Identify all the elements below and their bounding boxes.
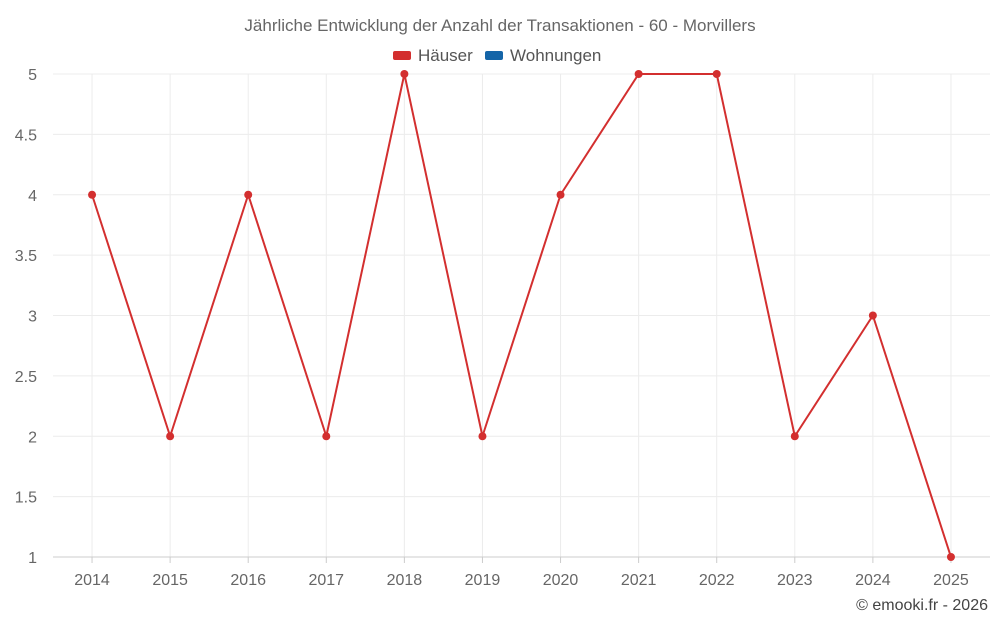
x-tick-label: 2022: [699, 572, 735, 589]
credit-text: © emooki.fr - 2026: [856, 597, 988, 614]
x-tick-label: 2015: [152, 572, 188, 589]
x-tick-label: 2023: [777, 572, 813, 589]
legend: Häuser Wohnungen: [393, 46, 601, 65]
data-point[interactable]: [556, 190, 565, 199]
data-point[interactable]: [634, 70, 643, 78]
data-point[interactable]: [88, 190, 97, 199]
data-point[interactable]: [322, 432, 331, 441]
chart-title: Jährliche Entwicklung der Anzahl der Tra…: [244, 16, 755, 35]
data-point[interactable]: [946, 553, 955, 561]
y-tick-label: 1.5: [15, 490, 37, 507]
legend-item-wohnungen[interactable]: Wohnungen: [485, 46, 601, 65]
y-tick-label: 4.5: [15, 127, 37, 144]
y-axis: 1 1.5 2 2.5 3 3.5 4 4.5 5: [15, 67, 37, 567]
y-tick-label: 3.5: [15, 248, 37, 265]
legend-label-haeuser: Häuser: [418, 46, 473, 65]
legend-label-wohnungen: Wohnungen: [510, 46, 601, 65]
legend-swatch-wohnungen: [485, 51, 503, 60]
x-tick-label: 2025: [933, 572, 969, 589]
x-tick-label: 2017: [308, 572, 344, 589]
legend-item-haeuser[interactable]: Häuser: [393, 46, 473, 65]
series-line-0: [91, 73, 952, 558]
data-point[interactable]: [712, 70, 721, 78]
data-point[interactable]: [790, 432, 799, 441]
y-tick-label: 5: [28, 67, 37, 84]
x-tick-label: 2020: [543, 572, 579, 589]
data-point[interactable]: [478, 432, 487, 441]
x-tick-label: 2018: [387, 572, 423, 589]
x-axis: 2014 2015 2016 2017 2018 2019 2020 2021 2022 2023…: [53, 556, 990, 589]
data-point[interactable]: [400, 70, 409, 78]
x-tick-label: 2024: [855, 572, 891, 589]
y-tick-label: 3: [28, 309, 37, 326]
x-tick-label: 2014: [74, 572, 110, 589]
data-point[interactable]: [868, 311, 877, 320]
y-tick-label: 4: [28, 188, 37, 205]
x-tick-label: 2016: [230, 572, 266, 589]
series-area: [88, 70, 955, 561]
legend-swatch-haeuser: [393, 51, 411, 60]
data-point[interactable]: [244, 190, 253, 199]
y-tick-label: 2.5: [15, 369, 37, 386]
x-tick-label: 2019: [465, 572, 501, 589]
y-tick-label: 1: [28, 550, 37, 567]
y-tick-label: 2: [28, 429, 37, 446]
x-tick-label: 2021: [621, 572, 657, 589]
data-point[interactable]: [166, 432, 175, 441]
